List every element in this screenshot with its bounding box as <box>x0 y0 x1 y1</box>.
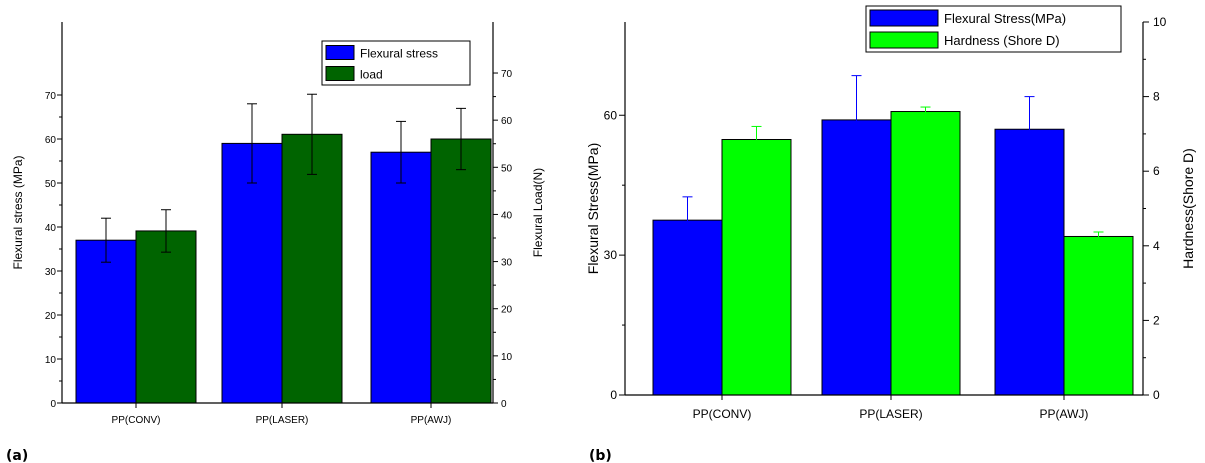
y-tick-label: 0 <box>50 399 56 410</box>
y2-tick-label: 6 <box>1153 164 1160 178</box>
bar-load-pp-awj- <box>430 138 492 404</box>
bar-hardness-shore-d--pp-awj- <box>1063 235 1134 396</box>
y-tick-label: 60 <box>45 135 57 146</box>
y-tick-label: 70 <box>45 91 57 102</box>
y-tick-label: 10 <box>45 355 57 366</box>
bar-flexural-stress-pp-laser- <box>221 142 283 404</box>
y2-tick-label: 0 <box>1153 388 1160 402</box>
y2-tick-label: 4 <box>1153 239 1160 253</box>
y2-tick-label: 50 <box>501 163 513 174</box>
bar-hardness-shore-d--pp-laser- <box>890 111 961 396</box>
y-tick-label: 20 <box>45 311 57 322</box>
y-tick-label: 60 <box>604 108 618 122</box>
chart-b: 0 30 60 0 2 4 6 8 10 PP(CONV) PP(LASER) PP(AWJ) Flex… <box>585 5 1196 463</box>
y2-tick-label: 70 <box>501 69 513 80</box>
y-axis-title: Flexural stress (MPa) <box>11 155 25 269</box>
y2-tick-label: 2 <box>1153 313 1160 327</box>
legend-label: load <box>360 68 383 82</box>
y2-tick-label: 20 <box>501 305 513 316</box>
bar-flexural-stress-mpa--pp-laser- <box>821 119 892 396</box>
bar-flexural-stress-pp-awj- <box>370 151 432 404</box>
y2-axis-title: Flexural Load(N) <box>531 168 545 257</box>
y2-tick-label: 10 <box>501 352 513 363</box>
legend: Flexural stress load <box>321 40 471 86</box>
legend-swatch <box>869 31 939 49</box>
legend-swatch <box>325 45 355 60</box>
panel-label: (a) <box>6 448 28 463</box>
y-tick-label: 30 <box>604 248 618 262</box>
x-tick-label: PP(CONV) <box>693 407 752 421</box>
y2-tick-label: 60 <box>501 116 513 127</box>
legend-swatch <box>869 9 939 27</box>
legend-swatch <box>325 66 355 81</box>
x-tick-label: PP(LASER) <box>256 415 309 426</box>
x-tick-label: PP(AWJ) <box>1040 407 1089 421</box>
bar-flexural-stress-pp-conv- <box>75 239 137 404</box>
y2-tick-label: 8 <box>1153 90 1160 104</box>
x-tick-label: PP(AWJ) <box>411 415 452 426</box>
bar-flexural-stress-mpa--pp-conv- <box>652 219 723 396</box>
legend-label: Flexural stress <box>360 47 438 61</box>
y-tick-label: 30 <box>45 267 57 278</box>
y2-axis-title: Hardness(Shore D) <box>1180 148 1196 269</box>
x-tick-label: PP(LASER) <box>859 407 922 421</box>
y2-tick-label: 40 <box>501 210 513 221</box>
bar-flexural-stress-mpa--pp-awj- <box>994 128 1065 396</box>
y-tick-label: 50 <box>45 179 57 190</box>
legend: Flexural Stress(MPa) Hardness (Shore D) <box>865 5 1122 53</box>
y2-tick-label: 10 <box>1153 15 1167 29</box>
y-axis-title: Flexural Stress(MPa) <box>585 143 601 274</box>
x-tick-label: PP(CONV) <box>112 415 161 426</box>
bar-load-pp-laser- <box>281 133 343 404</box>
panel-label: (b) <box>589 448 612 463</box>
legend-label: Hardness (Shore D) <box>944 33 1060 48</box>
chart-a: 0 10 20 30 40 50 60 70 0 10 20 30 40 50 60 70 PP(CONV) PP… <box>6 22 545 463</box>
legend-label: Flexural Stress(MPa) <box>944 11 1066 26</box>
y2-tick-label: 30 <box>501 258 513 269</box>
y-tick-label: 40 <box>45 223 57 234</box>
bar-load-pp-conv- <box>135 230 197 404</box>
y-tick-label: 0 <box>610 388 617 402</box>
y2-tick-label: 0 <box>501 399 507 410</box>
bar-hardness-shore-d--pp-conv- <box>721 138 792 396</box>
